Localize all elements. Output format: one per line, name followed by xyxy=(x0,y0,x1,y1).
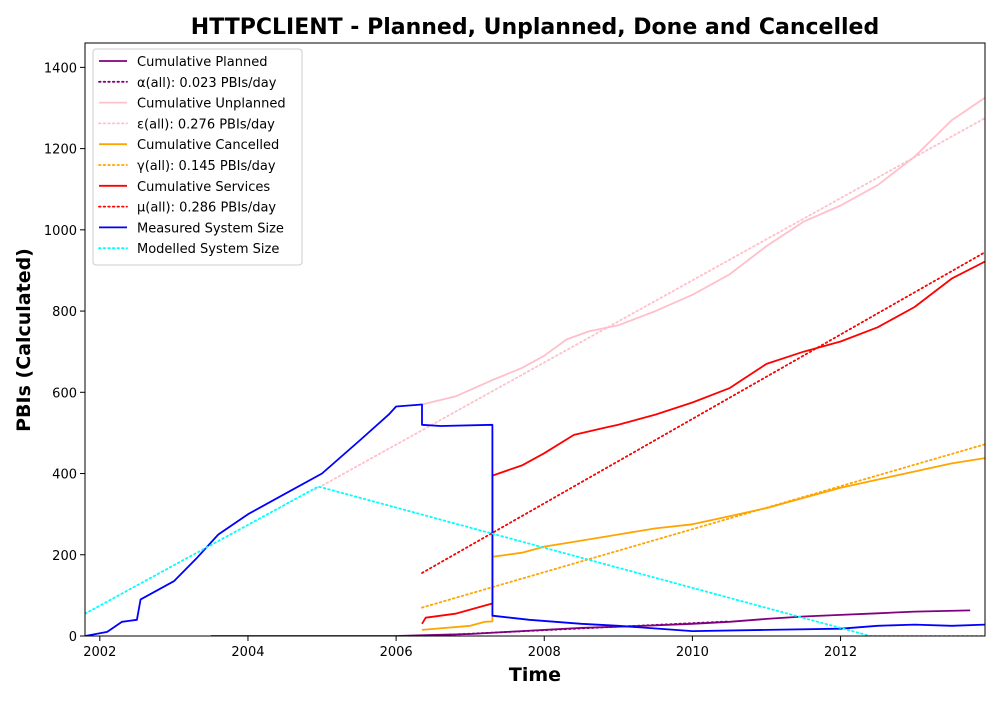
x-tick-label: 2006 xyxy=(380,645,413,660)
x-tick-label: 2002 xyxy=(83,645,116,660)
plot-frame xyxy=(84,42,986,637)
y-tick-label: 800 xyxy=(52,305,77,320)
y-axis-label: PBIs (Calculated) xyxy=(13,248,35,432)
series-line-8 xyxy=(85,403,985,636)
series-line-5 xyxy=(421,443,985,609)
y-tick-label: 1200 xyxy=(44,143,77,158)
legend-label-3: ε(all): 0.276 PBIs/day xyxy=(137,117,275,132)
x-tick-label: 2008 xyxy=(528,645,561,660)
y-tick-label: 600 xyxy=(52,386,77,401)
legend-label-9: Modelled System Size xyxy=(137,242,279,257)
series-line-4 xyxy=(421,457,985,631)
y-tick-label: 1000 xyxy=(44,224,77,239)
y-tick-label: 1400 xyxy=(44,61,77,76)
x-tick-label: 2012 xyxy=(824,645,857,660)
x-tick-label: 2004 xyxy=(231,645,264,660)
series-line-9 xyxy=(85,485,985,636)
y-axis: 0 200 400 600 800 1000 1200 1400 xyxy=(44,61,85,645)
legend-label-4: Cumulative Cancelled xyxy=(137,138,279,153)
legend: Cumulative Planned α(all): 0.023 PBIs/day… xyxy=(92,48,303,266)
series-line-7 xyxy=(421,251,985,574)
legend-label-6: Cumulative Services xyxy=(137,180,270,195)
series-line-1 xyxy=(421,620,731,636)
y-tick-label: 0 xyxy=(69,630,77,645)
series-line-6 xyxy=(421,260,985,625)
x-axis: 2002 2004 2006 2008 2010 2012 xyxy=(83,636,857,660)
legend-label-8: Measured System Size xyxy=(137,221,284,236)
series-line-3 xyxy=(313,117,985,491)
plot-area xyxy=(85,97,985,636)
legend-label-0: Cumulative Planned xyxy=(137,55,267,70)
legend-label-7: μ(all): 0.286 PBIs/day xyxy=(137,201,276,216)
legend-box xyxy=(92,48,303,266)
x-tick-label: 2010 xyxy=(676,645,709,660)
x-axis-label: Time xyxy=(509,664,561,686)
legend-label-1: α(all): 0.023 PBIs/day xyxy=(137,76,277,91)
y-tick-label: 400 xyxy=(52,468,77,483)
chart-title: HTTPCLIENT - Planned, Unplanned, Done an… xyxy=(191,15,879,40)
legend-label-5: γ(all): 0.145 PBIs/day xyxy=(137,159,276,174)
legend-label-2: Cumulative Unplanned xyxy=(137,97,286,112)
y-tick-label: 200 xyxy=(52,549,77,564)
series-line-2 xyxy=(421,97,985,406)
